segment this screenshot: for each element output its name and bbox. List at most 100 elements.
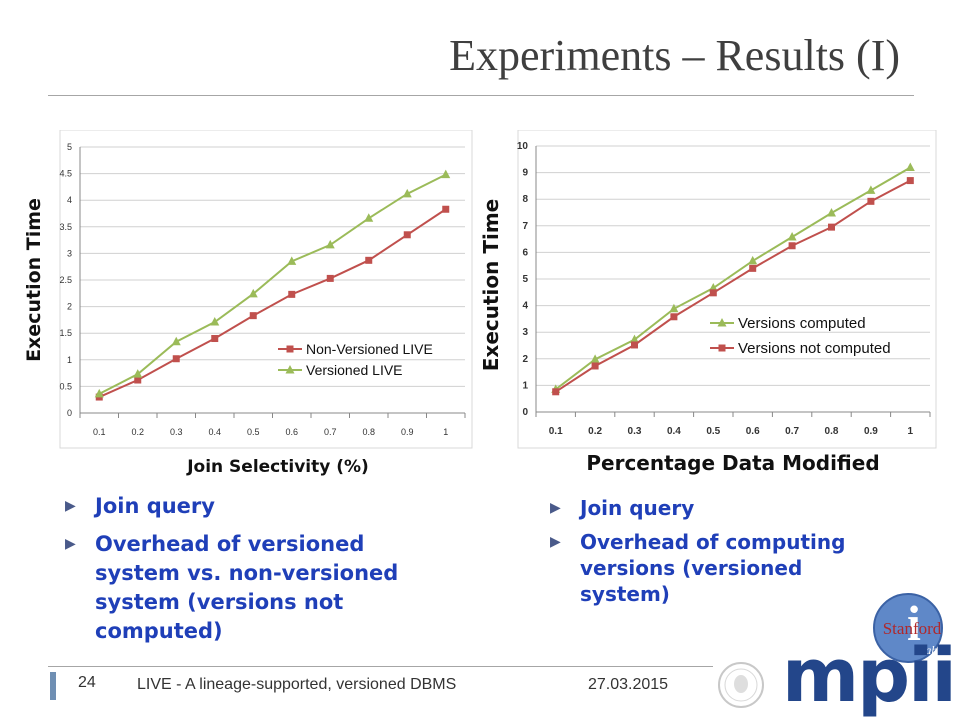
- y-tick-label: 5: [522, 274, 528, 285]
- svg-text:Lab: Lab: [918, 643, 938, 657]
- y-tick-label: 3: [67, 248, 72, 258]
- data-point: [905, 162, 915, 172]
- y-tick-label: 0: [522, 407, 528, 418]
- y-tick-label: 2: [67, 302, 72, 312]
- x-tick-label: 0.3: [628, 426, 642, 437]
- legend-label: Versions not computed: [738, 340, 891, 357]
- legend-label: Versions computed: [738, 315, 866, 332]
- footer-title: LIVE - A lineage-supported, versioned DB…: [137, 676, 457, 693]
- legend-label: Non-Versioned LIVE: [306, 341, 433, 357]
- x-tick-label: 0.7: [785, 426, 799, 437]
- data-point: [133, 369, 143, 378]
- series-line: [98, 173, 447, 395]
- bullet-text: Overhead of versioned system vs. non-ver…: [95, 532, 399, 643]
- series-line: [98, 208, 447, 398]
- y-tick-label: 3.5: [59, 222, 72, 232]
- legend-label: Versioned LIVE: [306, 362, 403, 378]
- x-tick-label: 0.1: [93, 427, 106, 437]
- bullet-arrow-icon: ▶: [65, 536, 76, 552]
- data-point: [134, 376, 142, 384]
- legend-marker: [717, 318, 727, 327]
- bullet-text: Overhead of computing versions (versione…: [580, 530, 846, 606]
- x-tick-label: 0.6: [285, 427, 298, 437]
- y-tick-label: 9: [522, 168, 528, 179]
- data-point: [94, 388, 104, 398]
- x-tick-label: 0.2: [588, 426, 602, 437]
- footer-date: 27.03.2015: [588, 676, 669, 693]
- data-point: [748, 255, 758, 265]
- x-tick-label: 0.2: [131, 427, 144, 437]
- chart-frame: [59, 130, 473, 449]
- bullet-text: Join query: [580, 496, 695, 520]
- y-tick-label: 3: [522, 327, 528, 338]
- x-tick-label: 0.5: [706, 426, 720, 437]
- left-bullet-item: ▶ Join query: [65, 492, 410, 521]
- svg-text:i: i: [907, 595, 921, 651]
- data-point: [249, 312, 257, 320]
- footer-divider: [48, 666, 713, 667]
- data-point: [325, 239, 335, 249]
- data-point: [906, 177, 914, 185]
- right-bullet-item: ▶ Overhead of computing versions (versio…: [550, 529, 880, 607]
- y-tick-label: 7: [522, 221, 528, 232]
- right-bullet-list: ▶ Join query ▶ Overhead of computing ver…: [550, 495, 880, 607]
- x-tick-label: 0.4: [208, 427, 221, 437]
- chart-percentage-modified: 0 1 2 3 4 5 6 7 8 9 10 0.1 0.2 0.3 0.4 0.5 0.6 0.7 0.8 0.9 1…: [479, 130, 937, 475]
- data-point: [866, 185, 876, 194]
- data-point: [288, 290, 296, 298]
- data-point: [590, 354, 600, 363]
- data-point: [402, 188, 412, 198]
- data-point: [828, 223, 835, 231]
- data-point: [442, 205, 450, 213]
- right-bullet-item: ▶ Join query: [550, 495, 880, 521]
- data-point: [210, 317, 220, 326]
- y-tick-label: 1: [67, 355, 72, 365]
- x-tick-label: 0.1: [549, 426, 563, 437]
- data-point: [591, 362, 599, 370]
- data-point: [709, 289, 717, 297]
- legend-marker: [285, 365, 295, 374]
- chart-frame: [517, 130, 937, 449]
- y-axis-title: Execution Time: [479, 199, 503, 371]
- data-point: [787, 231, 797, 241]
- mpii-logo: mpii: [782, 633, 957, 719]
- y-tick-label: 0.5: [59, 381, 72, 391]
- data-point: [172, 355, 180, 363]
- y-tick-label: 2: [522, 354, 528, 365]
- data-point: [867, 197, 875, 205]
- data-point: [403, 231, 411, 239]
- title-divider: [48, 95, 914, 96]
- y-tick-label: 2.5: [59, 275, 72, 285]
- y-tick-label: 4: [67, 195, 72, 205]
- data-point: [365, 256, 373, 264]
- y-axis-title: Execution Time: [23, 198, 45, 362]
- y-tick-label: 1.5: [59, 328, 72, 338]
- left-bullet-item: ▶ Overhead of versioned system vs. non-v…: [65, 530, 410, 646]
- y-tick-label: 0: [67, 408, 72, 418]
- series-line: [555, 166, 911, 391]
- data-point: [364, 213, 374, 222]
- data-point: [749, 264, 757, 272]
- x-tick-label: 0.7: [324, 427, 337, 437]
- data-point: [171, 336, 181, 346]
- y-tick-label: 6: [522, 247, 528, 258]
- y-tick-label: 1: [522, 380, 528, 391]
- data-point: [248, 288, 258, 298]
- data-point: [670, 313, 678, 321]
- x-tick-label: 1: [443, 427, 448, 437]
- data-point: [788, 242, 796, 250]
- slide-title: Experiments – Results (I): [449, 31, 900, 80]
- x-tick-label: 0.5: [247, 427, 260, 437]
- x-tick-label: 0.8: [825, 426, 839, 437]
- stanford-infolab-logo: i Stanford Lab: [873, 593, 943, 663]
- data-point: [211, 335, 219, 343]
- data-point: [669, 303, 679, 313]
- page-number: 24: [78, 674, 96, 691]
- data-point: [287, 256, 297, 265]
- y-tick-label: 8: [522, 194, 528, 205]
- mpi-seal-logo: [718, 662, 764, 708]
- footer-accent-bar: [50, 672, 56, 700]
- x-tick-label: 1: [908, 426, 914, 437]
- legend-marker: [718, 344, 726, 352]
- bullet-arrow-icon: ▶: [550, 500, 561, 516]
